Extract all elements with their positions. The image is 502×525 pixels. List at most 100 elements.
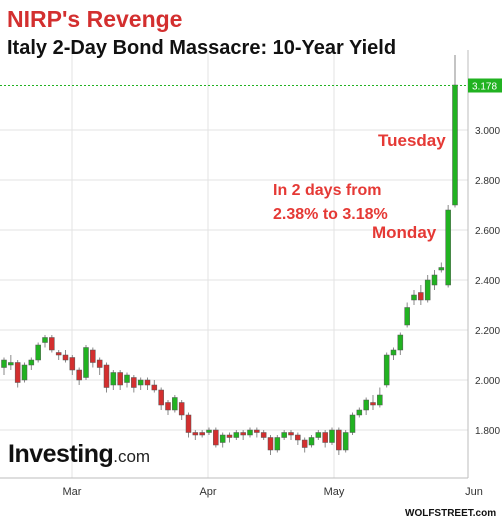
candle — [274, 435, 281, 453]
y-tick-label: 2.200 — [475, 326, 500, 337]
candle-body — [267, 437, 274, 451]
chart-title: NIRP's Revenge — [7, 6, 183, 32]
candle-body — [452, 84, 458, 206]
candle — [28, 357, 35, 370]
candle-body — [90, 349, 96, 363]
candle-body — [69, 357, 76, 371]
candle-body — [124, 374, 130, 383]
candle-body — [158, 389, 164, 406]
candle-body — [96, 359, 103, 368]
candle-body — [404, 307, 410, 326]
y-tick-label: 1.800 — [475, 426, 500, 437]
y-axis-ticks: 1.800 2.000 2.200 2.400 2.600 2.800 3.000 — [475, 126, 500, 437]
candle — [288, 430, 294, 440]
candle-body — [295, 434, 301, 441]
candle — [192, 430, 199, 440]
candle-body — [356, 409, 363, 416]
candle — [370, 395, 376, 410]
candle — [397, 332, 404, 355]
candle-body — [172, 397, 178, 411]
candle-body — [165, 402, 171, 411]
candle — [356, 407, 363, 418]
candle — [110, 370, 117, 390]
candle-body — [35, 344, 41, 361]
candle-body — [192, 432, 199, 436]
candle — [390, 347, 397, 360]
candle — [445, 205, 451, 288]
candle — [151, 380, 158, 393]
candle — [172, 395, 178, 413]
candle-body — [377, 394, 383, 406]
candle-body — [260, 432, 267, 438]
candle — [206, 427, 212, 435]
candle-body — [110, 372, 117, 386]
source-credit: WOLFSTREET.com — [405, 508, 497, 519]
candle — [342, 430, 349, 453]
investing-logo: Investing.com — [8, 440, 150, 469]
last-value-marker: 3.178 — [0, 78, 502, 93]
last-value-label: 3.178 — [472, 82, 497, 93]
candle-body — [445, 209, 451, 286]
chart-frame — [0, 50, 469, 479]
last-value-box — [468, 78, 502, 93]
candle — [254, 427, 260, 438]
candle — [35, 342, 41, 363]
candle-body — [213, 429, 219, 446]
candle — [90, 347, 96, 368]
candle-body — [370, 402, 376, 406]
candle — [424, 275, 431, 303]
y-tick-label: 2.400 — [475, 276, 500, 287]
candle-body — [322, 432, 328, 443]
candle — [233, 430, 240, 440]
candle — [14, 360, 21, 388]
candle-body — [288, 432, 294, 436]
candle-body — [103, 364, 110, 388]
candle-body — [28, 359, 35, 366]
annotation-note-line2: 2.38% to 3.18% — [273, 206, 388, 223]
candle-body — [117, 372, 123, 386]
candle-body — [1, 359, 7, 368]
annotation-monday: Monday — [372, 223, 437, 242]
annotation-note-line1: In 2 days from — [273, 182, 382, 199]
candle — [411, 290, 417, 305]
candle — [363, 397, 369, 415]
candle — [281, 430, 287, 440]
candle — [240, 430, 246, 440]
candle-body — [240, 432, 246, 436]
candle-body — [308, 437, 315, 446]
candle-body — [301, 439, 308, 448]
y-tick-label: 3.000 — [475, 126, 500, 137]
candle — [219, 432, 226, 448]
candle-body — [76, 369, 82, 381]
candle-body — [438, 267, 445, 271]
candle-body — [336, 429, 342, 451]
candle-body — [349, 414, 356, 433]
candle — [178, 400, 185, 420]
candle-body — [390, 349, 397, 356]
candle — [226, 432, 233, 443]
candle — [69, 355, 76, 375]
candle — [349, 412, 356, 435]
candle-body — [424, 279, 431, 301]
candle — [62, 350, 69, 363]
candle — [165, 400, 171, 415]
candle-body — [206, 429, 212, 433]
candle — [131, 375, 137, 393]
candle-body — [144, 379, 151, 386]
candle — [383, 352, 390, 388]
candle-body — [151, 384, 158, 391]
candle — [55, 350, 62, 360]
candle-body — [21, 364, 28, 381]
candle-body — [178, 402, 185, 416]
candle — [329, 427, 335, 445]
candle — [21, 362, 28, 383]
investing-logo-suffix: .com — [113, 447, 151, 466]
y-tick-label: 2.600 — [475, 226, 500, 237]
candle-body — [199, 432, 205, 436]
candle — [144, 377, 151, 390]
candle-body — [83, 347, 89, 378]
candle-body — [281, 432, 287, 438]
candle — [137, 377, 144, 390]
candle-body — [42, 337, 48, 343]
